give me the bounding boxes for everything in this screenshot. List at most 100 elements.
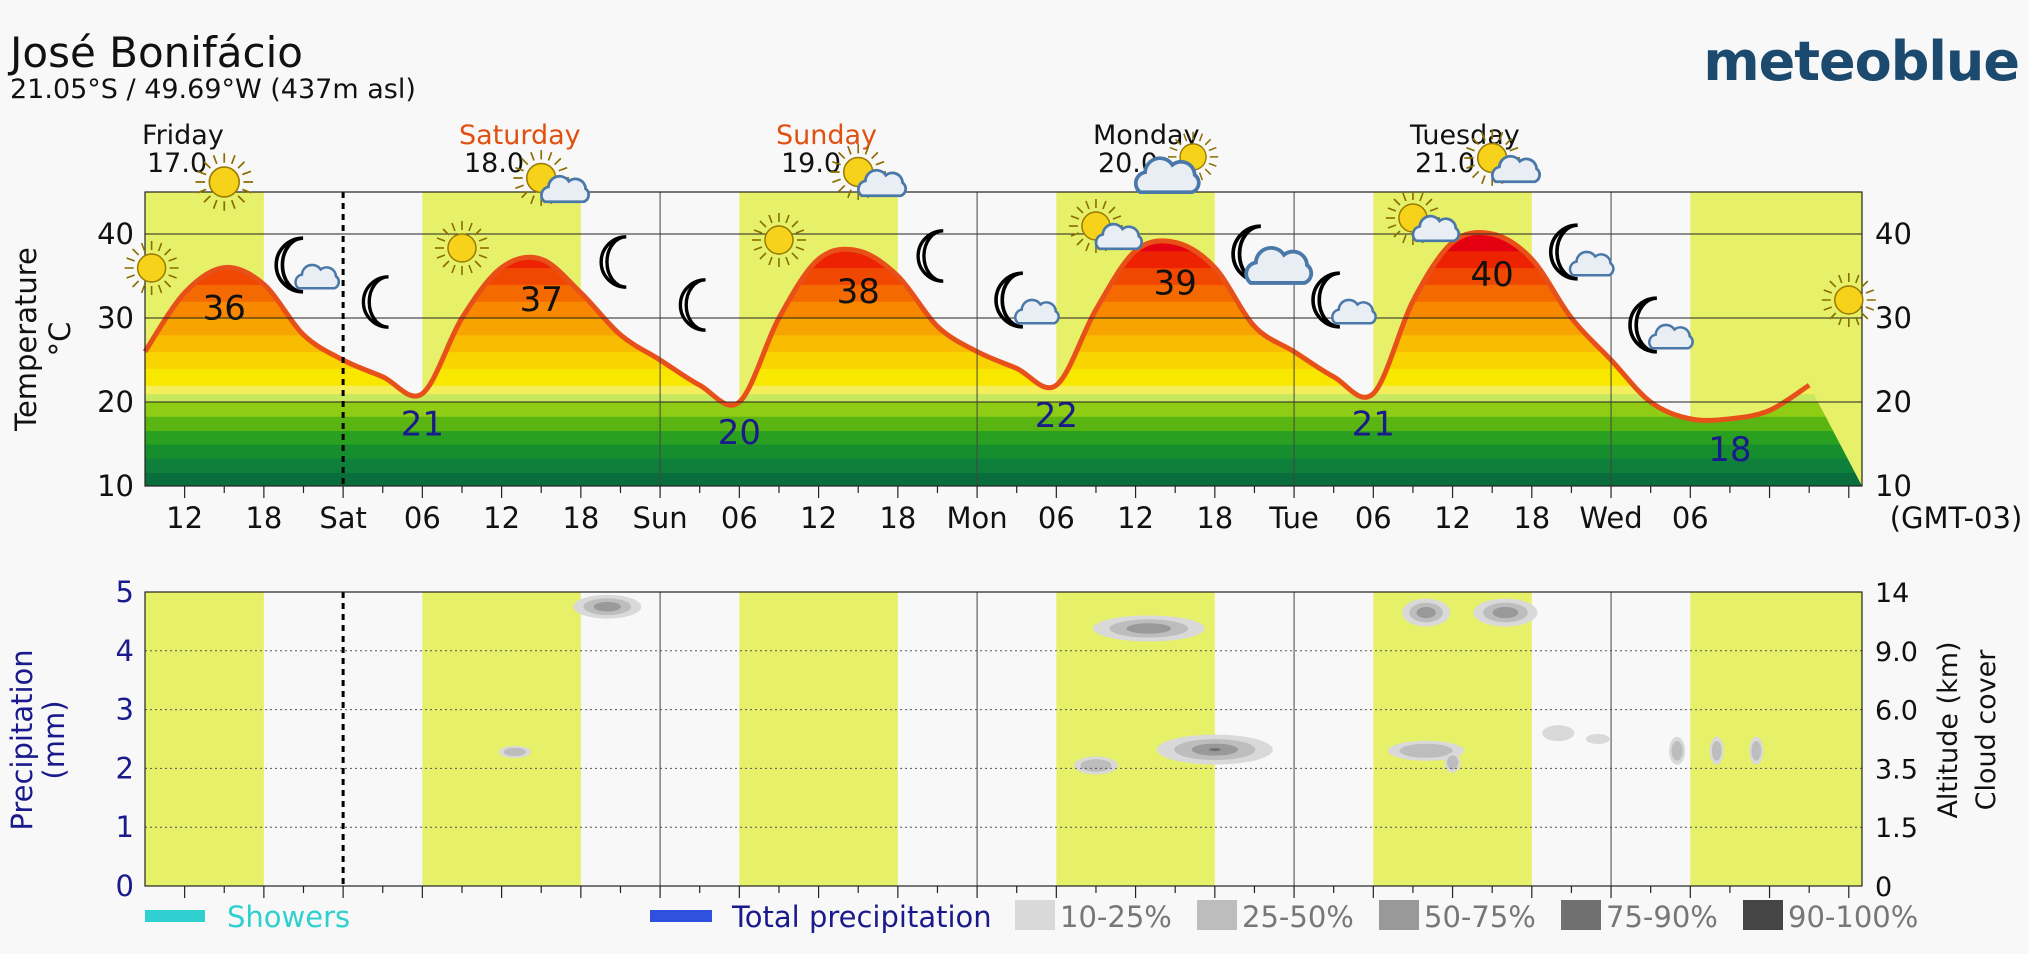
temperature-band (145, 334, 1862, 353)
cloud-cover-level (1080, 759, 1112, 772)
cloud-cover-level (1492, 606, 1519, 619)
sun-icon (194, 152, 254, 212)
showers-swatch (145, 910, 205, 922)
x-tick-label: 12 (800, 501, 837, 535)
x-tick-label: 12 (1434, 501, 1471, 535)
showers-legend-label: Showers (227, 900, 350, 934)
cloud-cover-blob (1473, 598, 1538, 627)
temperature-panel: 36 37 38 39 40 21 20 22 21 18 (142, 192, 1862, 486)
timezone-label: (GMT-03) (1890, 501, 2023, 535)
title-block: José Bonifácio 21.05°S / 49.69°W (437m a… (10, 28, 416, 106)
temperature-band (145, 402, 1862, 417)
cloud-cover-level (593, 601, 621, 612)
temperature-band (145, 458, 1862, 474)
temperature-band (145, 393, 1862, 403)
cloud-cover-level (1542, 725, 1575, 742)
temp-y-tick-right: 30 (1875, 301, 1912, 335)
sun-weather-icon (194, 152, 254, 212)
precip-y-tick: 2 (116, 751, 134, 785)
precip-y-tick: 5 (116, 575, 134, 609)
moon-bigcloud-weather-icon (1231, 224, 1314, 285)
temperature-band (145, 444, 1862, 459)
cloud-icon (1244, 245, 1314, 285)
cloud-cover-blob (1444, 752, 1461, 773)
altitude-tick: 3.5 (1875, 754, 1918, 785)
precip-y-tick: 4 (116, 634, 134, 668)
cloud-cover-blob (1585, 734, 1610, 744)
temperature-frame (144, 191, 1863, 487)
temperature-unit: °C (43, 322, 77, 357)
sun-weather-icon (123, 240, 180, 296)
precipitation-unit: (mm) (37, 700, 71, 779)
cloud-cover-blob (1156, 734, 1273, 765)
x-tick-label: 06 (1672, 501, 1709, 535)
legend: Showers Total precipitation 10-25% 25-50% 50… (145, 900, 1918, 934)
precipitation-panel (145, 592, 1862, 886)
precip-y-tick: 1 (116, 810, 134, 844)
sun-weather-icon (1820, 272, 1877, 328)
x-tick-label: Tue (1268, 501, 1319, 535)
min-temp-label: 20 (718, 413, 761, 453)
altitude-tick: 1.5 (1875, 813, 1918, 844)
x-tick-label: 18 (1196, 501, 1233, 535)
moon-cloud-weather-icon (1628, 296, 1694, 354)
moon-weather-icon (361, 275, 391, 329)
cloud-cover-swatch (1197, 900, 1237, 930)
precip-y-tick: 3 (116, 693, 134, 727)
cloud-cover-blob (1073, 756, 1118, 775)
meteoblue-logo[interactable]: meteoblue (1703, 30, 2020, 93)
cloud-cover-legend-label: 50-75% (1424, 900, 1536, 934)
moon-cloud-weather-icon (994, 271, 1060, 329)
moon-icon (916, 229, 945, 283)
location-name: José Bonifácio (10, 28, 303, 77)
precipitation-axis-label: Precipitation (5, 649, 39, 830)
temperature-band (145, 385, 1862, 395)
cloud-cover-legend-label: 90-100% (1788, 900, 1918, 934)
day-name: Friday (142, 120, 224, 151)
min-temp-label: 21 (1352, 405, 1395, 445)
max-temp-label: 36 (203, 289, 246, 329)
moon-cloud-weather-icon (274, 236, 341, 294)
temp-y-tick-left: 20 (97, 385, 134, 419)
cloud-cover-blob (1092, 615, 1205, 642)
cloud-cover-level (1399, 743, 1453, 758)
sun-icon (123, 240, 180, 296)
moon-weather-icon (678, 278, 708, 332)
day-name: Saturday (459, 120, 581, 151)
cloud-cover-level (1446, 755, 1459, 770)
weather-icons (123, 129, 1877, 354)
cloud-cover-legend-label: 75-90% (1606, 900, 1718, 934)
temperature-band (145, 368, 1862, 386)
cloud-cover-legend-label: 25-50% (1242, 900, 1354, 934)
x-tick-label: 18 (245, 501, 282, 535)
daylight-band (1373, 592, 1532, 886)
moon-icon (361, 275, 391, 329)
day-date: 21.0 (1415, 148, 1475, 179)
x-tick-label: Sun (633, 501, 688, 535)
temperature-band (145, 472, 1862, 486)
day-date: 17.0 (147, 148, 207, 179)
altitude-axis-label: Altitude (km) (1933, 641, 1964, 818)
precipitation-frame (144, 591, 1863, 887)
x-tick-label: 06 (404, 501, 441, 535)
cloud-cover-blob (498, 745, 531, 758)
moon-icon (678, 278, 708, 332)
cloud-cover-level (1711, 740, 1722, 761)
temp-y-tick-left: 10 (97, 469, 134, 503)
x-tick-label: Mon (947, 501, 1008, 535)
temp-y-tick-right: 10 (1875, 469, 1912, 503)
cloud-cover-blob (573, 594, 642, 619)
max-temp-label: 37 (520, 280, 563, 320)
cloud-icon (1647, 323, 1694, 350)
min-temp-label: 18 (1708, 430, 1751, 470)
altitude-tick: 9.0 (1875, 637, 1918, 668)
cloud-cover-blob (1402, 598, 1451, 627)
daylight-band (145, 592, 264, 886)
day-name: Tuesday (1409, 120, 1520, 151)
cloud-cover-blob (1749, 736, 1764, 765)
sun-weather-icon (434, 220, 490, 276)
sun-icon (1820, 272, 1877, 328)
max-temp-label: 39 (1154, 263, 1197, 303)
cloud-cover-level (1671, 740, 1683, 761)
temperature-band (145, 232, 1862, 235)
